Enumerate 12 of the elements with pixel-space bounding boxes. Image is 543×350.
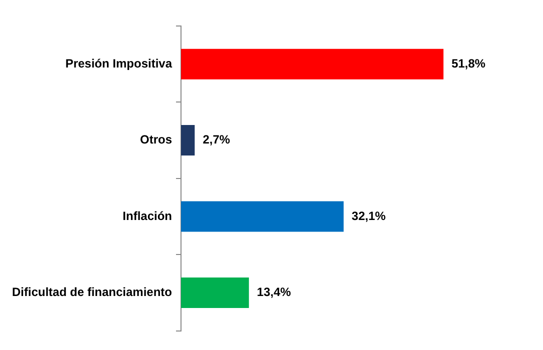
y-tick-label: Dificultad de financiamiento <box>12 285 172 300</box>
bar <box>181 277 249 308</box>
bar <box>181 201 344 232</box>
data-label: 51,8% <box>451 56 486 70</box>
y-tick-label: Presión Impositiva <box>65 56 172 70</box>
y-tick-label: Otros <box>140 132 172 147</box>
bar <box>181 125 195 156</box>
data-label: 13,4% <box>256 285 292 300</box>
data-label: 2,7% <box>202 132 230 147</box>
data-label: 32,1% <box>352 208 386 223</box>
bar <box>181 48 444 80</box>
y-tick-label: Inflación <box>122 208 172 223</box>
